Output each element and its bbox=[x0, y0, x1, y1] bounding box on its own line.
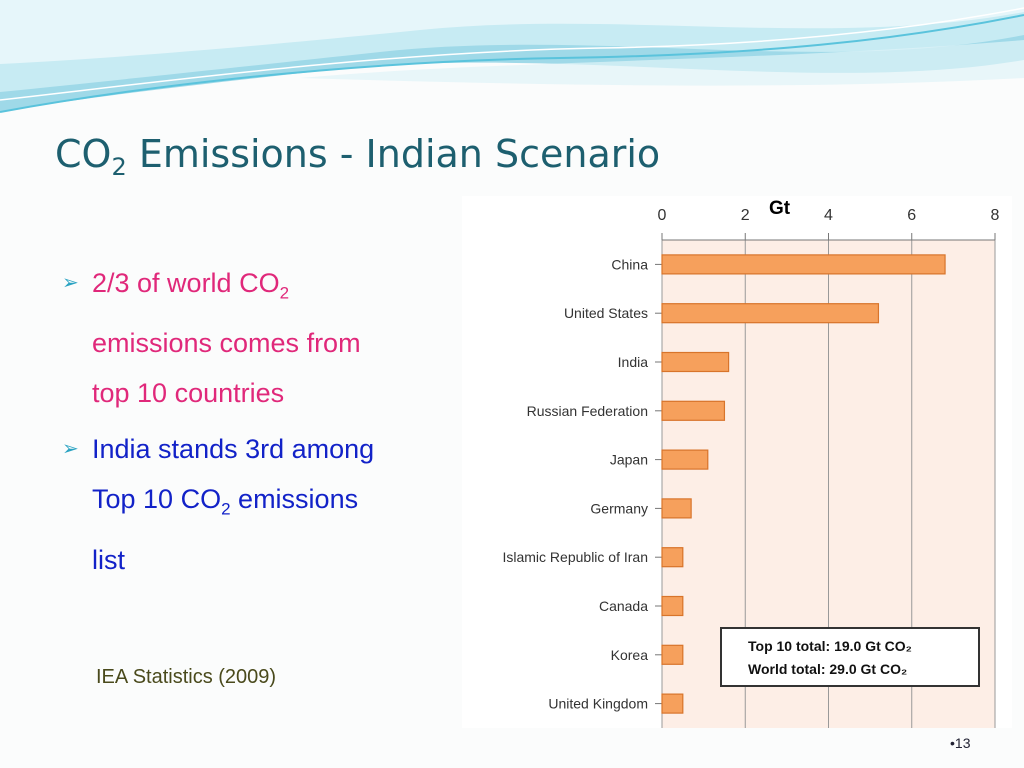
arrow-bullet-icon: ➢ bbox=[62, 272, 79, 294]
bar-russian-federation bbox=[661, 400, 726, 421]
bar-united-kingdom bbox=[661, 693, 684, 714]
totals-box: Top 10 total: 19.0 Gt CO₂ World total: 2… bbox=[720, 627, 980, 687]
bars bbox=[661, 254, 946, 714]
category-label: China bbox=[611, 256, 648, 272]
x-tick-label: 6 bbox=[907, 207, 916, 224]
source-citation: IEA Statistics (2009) bbox=[96, 666, 277, 688]
category-label: Canada bbox=[599, 598, 648, 614]
bullet-item-2: ➢ India stands 3rd among Top 10 CO2 emis… bbox=[62, 424, 462, 584]
category-labels: China United States India Russian Federatio… bbox=[502, 256, 648, 711]
totals-box-frame bbox=[720, 627, 980, 687]
x-tick-labels: 0 2 4 6 8 bbox=[658, 207, 1000, 224]
bar-japan bbox=[661, 449, 709, 470]
header-wave-decoration bbox=[0, 0, 1024, 113]
x-tick-label: 2 bbox=[741, 207, 750, 224]
bar-india bbox=[661, 351, 730, 373]
bar-germany bbox=[661, 498, 692, 519]
x-tick-label: 4 bbox=[824, 207, 833, 224]
top10-total-text: Top 10 total: 19.0 Gt CO₂ bbox=[748, 638, 912, 654]
category-label: Islamic Republic of Iran bbox=[502, 549, 648, 565]
arrow-bullet-icon: ➢ bbox=[62, 438, 79, 461]
bullet-list: ➢ 2/3 of world CO2 emissions comes from … bbox=[62, 258, 462, 585]
bar-china bbox=[661, 254, 946, 275]
bar-united-states bbox=[661, 303, 880, 324]
x-tick-label: 8 bbox=[991, 207, 1000, 224]
category-label: Japan bbox=[610, 452, 648, 468]
bar-korea bbox=[661, 644, 684, 665]
page-title: CO2 Emissions - Indian Scenario bbox=[55, 132, 661, 181]
category-label: Russian Federation bbox=[527, 403, 648, 419]
unit-label: Gt bbox=[769, 198, 791, 219]
bullet-item-1: ➢ 2/3 of world CO2 emissions comes from … bbox=[62, 258, 462, 418]
emissions-bar-chart: 0 2 4 6 8 China United States India Russian Fed… bbox=[462, 196, 1012, 728]
category-label: India bbox=[618, 354, 649, 370]
x-tick-label: 0 bbox=[658, 207, 667, 224]
category-label: United Kingdom bbox=[548, 696, 648, 712]
page-number: •13 bbox=[950, 735, 971, 751]
category-label: Korea bbox=[611, 647, 649, 663]
bar-canada bbox=[661, 595, 684, 617]
world-total-text: World total: 29.0 Gt CO₂ bbox=[748, 661, 907, 677]
bar-islamic-republic-of-iran bbox=[661, 547, 684, 568]
category-label: Germany bbox=[590, 500, 648, 516]
category-label: United States bbox=[564, 305, 648, 321]
